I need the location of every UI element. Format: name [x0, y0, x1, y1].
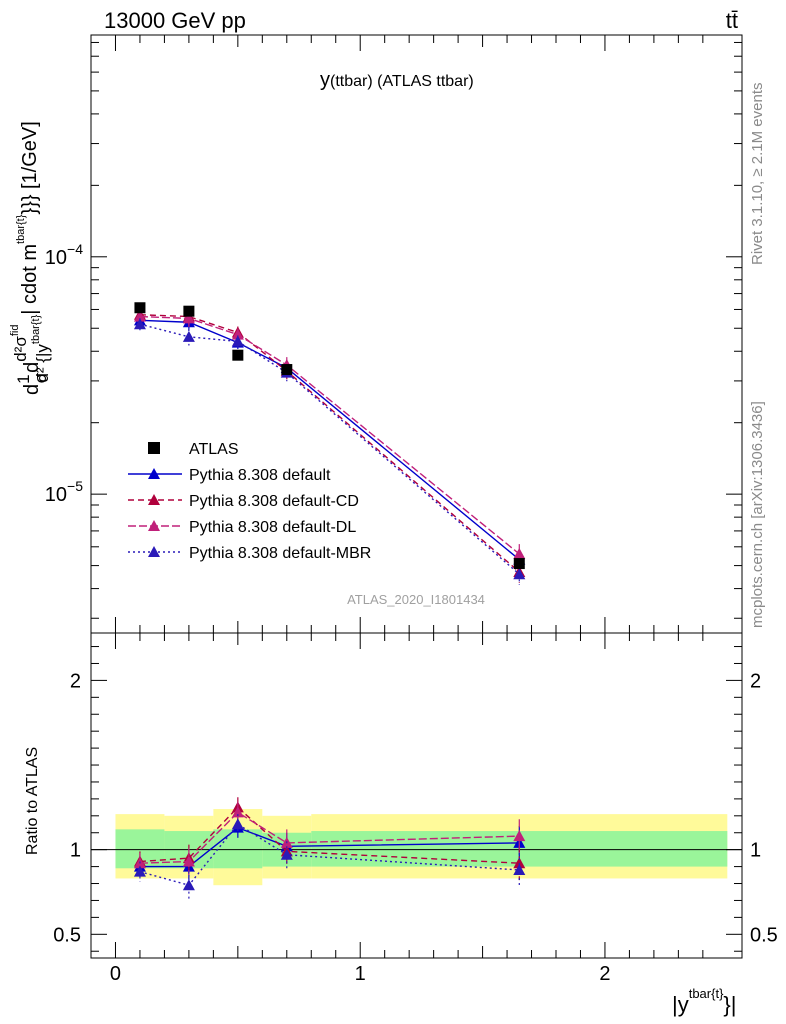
- legend-label-cd: Pythia 8.308 default-CD: [189, 493, 359, 510]
- series-mbr: [133, 318, 526, 899]
- rivet-version-label: Rivet 3.1.10, ≥ 2.1M events: [749, 83, 766, 266]
- ratio-point-dl: [231, 806, 244, 818]
- atlas-point: [232, 349, 244, 361]
- main-point-dl: [513, 547, 526, 559]
- ylabel-d2: d: [21, 362, 43, 373]
- ratio-point-mbr: [133, 865, 146, 877]
- legend-label-dl: Pythia 8.308 default-DL: [189, 519, 356, 536]
- main-point-dl: [133, 310, 146, 322]
- main-point-mbr: [133, 318, 146, 330]
- ratio-y-tick-label-right: 1: [750, 840, 761, 862]
- process-label: tt̄: [726, 8, 738, 33]
- main-point-mbr: [231, 335, 244, 347]
- plot-title: y(ttbar) (ATLAS ttbar): [320, 69, 474, 91]
- main-y-tick-label: 10−5: [45, 478, 83, 506]
- ylabel-frac1-den: σ: [31, 372, 50, 383]
- atlas-point: [281, 364, 293, 376]
- mcplots-label: mcplots.cern.ch [arXiv:1306.3436]: [749, 401, 766, 628]
- ratio-y-tick-label: 0.5: [53, 924, 81, 946]
- data-series: [133, 302, 526, 899]
- main-point-dl: [182, 312, 195, 324]
- ratio-point-mbr: [513, 863, 526, 875]
- main-point-mbr: [513, 568, 526, 580]
- x-label-tail: }|: [723, 992, 736, 1017]
- energy-label: 13000 GeV pp: [104, 8, 246, 33]
- ylabel-tail: }}} [1/GeV]: [19, 121, 41, 214]
- legend-marker-dl: [148, 520, 160, 531]
- legend-label-default: Pythia 8.308 default: [189, 467, 331, 484]
- main-ylabel: d1σdd²σfidd² {|ytbar{t}| cdot mtbar{t}}}…: [9, 121, 52, 395]
- legend: ATLAS Pythia 8.308 default Pythia 8.308 de…: [128, 441, 371, 562]
- atlas-point: [183, 305, 195, 317]
- ratio-ylabel: Ratio to ATLAS: [24, 747, 41, 855]
- ratio-point-cd: [513, 857, 526, 869]
- ratio-line-dl: [139, 811, 520, 864]
- series-atlas: [134, 302, 525, 570]
- main-line-mbr: [139, 323, 520, 575]
- ylabel-rest-sup: tbar{t}: [15, 214, 27, 244]
- ratio-point-mbr: [182, 879, 195, 891]
- ylabel-frac2-den: d² {|y: [33, 344, 52, 383]
- atlas-point: [513, 558, 525, 570]
- plot-title-sub: (ttbar) (ATLAS ttbar): [330, 73, 474, 90]
- ratio-y-tick-label-right: 0.5: [750, 924, 778, 946]
- ratio-uncertainty-bands: [115, 809, 728, 886]
- ylabel-rest: | cdot m: [19, 244, 41, 315]
- main-point-dl: [231, 328, 244, 340]
- ylabel-fid: fid: [9, 325, 21, 337]
- svg-text:d1σdd²σfidd² {|ytbar{t}| cdot: d1σdd²σfidd² {|ytbar{t}| cdot mtbar{t}}}…: [9, 121, 52, 395]
- ratio-y-tick-label: 1: [70, 840, 81, 862]
- ylabel-d: d: [21, 384, 43, 395]
- atlas-point: [134, 302, 146, 314]
- legend-label-atlas: ATLAS: [189, 441, 239, 458]
- legend-marker-mbr: [148, 546, 160, 557]
- axis-ticks: 10−5 10−4 2 2 1 1 0.5 0.5 0 1 2: [45, 35, 778, 985]
- ratio-point-dl: [182, 855, 195, 867]
- ratio-plot-frame: [90, 632, 743, 959]
- x-tick-label: 1: [355, 963, 366, 985]
- ratio-y-tick-label-right: 2: [750, 670, 761, 692]
- legend-marker-default: [148, 468, 160, 479]
- x-axis-label: |ytbar{t}}|: [672, 986, 736, 1017]
- main-point-mbr: [182, 330, 195, 342]
- legend-marker-cd: [148, 494, 160, 505]
- x-label-sup: tbar{t}: [689, 986, 724, 1001]
- x-label-main: |y: [672, 992, 689, 1017]
- legend-label-mbr: Pythia 8.308 default-MBR: [189, 545, 371, 562]
- ratio-point-mbr: [231, 818, 244, 830]
- x-tick-label: 0: [110, 963, 121, 985]
- ylabel-den-sup: tbar{t}: [30, 314, 42, 344]
- ylabel-frac2-num: d²σ: [11, 336, 30, 362]
- ratio-point-dl: [513, 830, 526, 842]
- main-y-tick-label: 10−4: [45, 241, 83, 269]
- analysis-watermark: ATLAS_2020_I1801434: [347, 592, 485, 607]
- x-tick-label: 2: [599, 963, 610, 985]
- legend-marker-atlas: [148, 442, 160, 454]
- plot-title-main: y: [320, 69, 330, 91]
- ratio-point-mbr: [280, 848, 293, 860]
- ratio-line-cd: [139, 806, 520, 864]
- ylabel-frac1-num: 1: [14, 374, 33, 383]
- ratio-y-tick-label: 2: [70, 670, 81, 692]
